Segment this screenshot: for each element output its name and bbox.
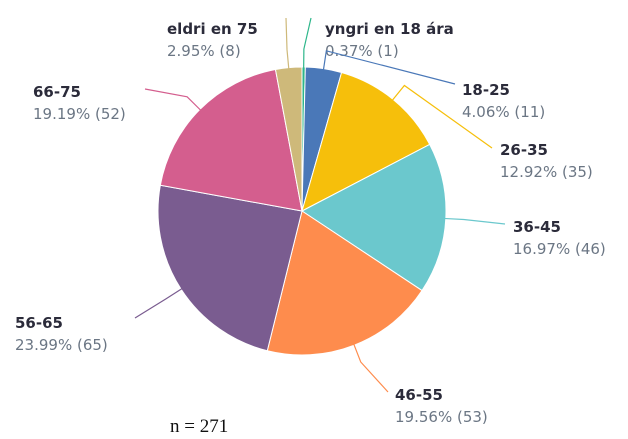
slice-category: yngri en 18 ára bbox=[325, 20, 454, 38]
slice-category: 26-35 bbox=[500, 141, 548, 159]
slice-value: 2.95% (8) bbox=[167, 42, 241, 60]
leader-line bbox=[144, 88, 202, 112]
slice-category: eldri en 75 bbox=[167, 20, 258, 38]
slice-value: 0.37% (1) bbox=[325, 42, 399, 60]
sample-size: n = 271 bbox=[170, 416, 228, 437]
leader-line bbox=[322, 50, 456, 85]
slice-category: 46-55 bbox=[395, 386, 443, 404]
slice-category: 36-45 bbox=[513, 218, 561, 236]
slice-value: 19.19% (52) bbox=[33, 105, 126, 123]
slice-value: 16.97% (46) bbox=[513, 240, 606, 258]
leader-line bbox=[285, 17, 290, 70]
slice-category: 18-25 bbox=[462, 81, 510, 99]
leader-line bbox=[134, 287, 184, 319]
leader-line bbox=[443, 217, 506, 225]
slice-category: 56-65 bbox=[15, 314, 63, 332]
leader-line bbox=[352, 343, 389, 393]
slice-value: 12.92% (35) bbox=[500, 163, 593, 181]
slice-value: 19.56% (53) bbox=[395, 408, 488, 426]
slice-value: 4.06% (11) bbox=[462, 103, 545, 121]
leader-line bbox=[303, 17, 312, 70]
slice-category: 66-75 bbox=[33, 83, 81, 101]
slice-value: 23.99% (65) bbox=[15, 336, 108, 354]
leader-line bbox=[391, 84, 493, 149]
